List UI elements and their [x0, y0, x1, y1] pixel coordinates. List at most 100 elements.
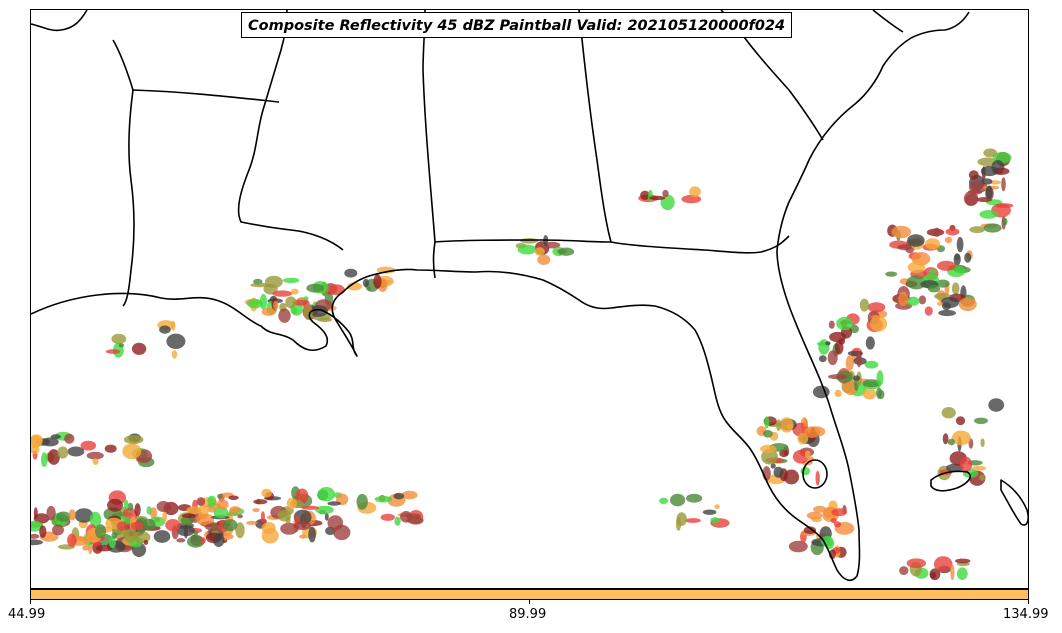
storm-cell: [761, 448, 778, 465]
storm-cell: [958, 297, 977, 312]
storm-cell: [246, 520, 258, 525]
storm-cell: [969, 226, 985, 234]
storm-cell: [186, 506, 202, 515]
storm-cell: [176, 538, 186, 543]
storm-cell: [818, 355, 827, 363]
storm-cell: [146, 506, 152, 515]
storm-cell: [828, 320, 835, 329]
storm-cell: [517, 244, 537, 255]
storm-cell: [374, 495, 393, 503]
storm-cell: [836, 316, 853, 331]
storm-cell: [122, 443, 142, 460]
storm-cell: [979, 474, 986, 481]
storm-cell: [324, 512, 329, 521]
storm-cell: [299, 534, 307, 539]
storm-cell: [907, 261, 926, 273]
storm-cell: [327, 501, 342, 506]
storm-cell: [207, 495, 217, 507]
storm-cell: [328, 284, 345, 296]
storm-cell: [537, 254, 551, 265]
colorbar-tick-mark: [1028, 600, 1029, 604]
storm-cell: [200, 537, 206, 544]
storm-cell: [171, 350, 178, 359]
storm-cell: [187, 535, 205, 548]
storm-cell: [52, 524, 64, 536]
storm-cell: [828, 374, 848, 380]
storm-cell: [918, 295, 927, 305]
storm-cell: [942, 433, 949, 445]
storm-cell: [983, 148, 998, 158]
storm-cell: [260, 511, 265, 523]
storm-cell: [193, 530, 198, 536]
storm-cell: [865, 336, 875, 350]
storm-cell: [261, 528, 279, 544]
storm-cell: [534, 247, 545, 256]
storm-cell: [80, 440, 97, 451]
storm-cell: [56, 520, 61, 525]
storm-cell: [123, 528, 138, 543]
storm-cell: [294, 521, 312, 531]
storm-cell: [927, 285, 941, 293]
storm-cell: [134, 503, 141, 517]
storm-cell: [950, 564, 955, 581]
storm-cell: [869, 316, 888, 332]
storm-cell: [344, 268, 358, 278]
map-title: Composite Reflectivity 45 dBZ Paintball …: [241, 12, 793, 38]
map-canvas: [31, 10, 1028, 582]
storm-cell: [800, 466, 811, 476]
colorbar-tick-label-min: 44.99: [8, 607, 46, 622]
storm-cell: [116, 521, 128, 531]
storm-cell: [899, 566, 909, 576]
storm-cell: [803, 526, 817, 534]
storm-cell: [827, 350, 838, 366]
storm-cell: [815, 470, 820, 486]
storm-cell: [56, 511, 71, 522]
storm-cell: [253, 499, 268, 505]
storm-cell: [804, 450, 811, 459]
storm-cell: [33, 507, 38, 519]
storm-cell: [885, 271, 898, 277]
storm-cell: [47, 449, 60, 465]
storm-cell: [216, 499, 229, 510]
storm-cell: [213, 506, 229, 519]
storm-cell: [813, 505, 827, 513]
storm-cell: [229, 506, 241, 514]
gulf-coastline: [31, 249, 861, 582]
storm-cell: [803, 419, 808, 428]
state-border-al-ga: [578, 10, 612, 243]
storm-cell: [662, 189, 669, 198]
storm-cell: [31, 435, 42, 449]
storm-cell: [68, 509, 76, 521]
storm-cell: [278, 308, 291, 323]
storm-cell: [394, 516, 401, 526]
storm-cell: [196, 497, 206, 506]
storm-cell: [131, 342, 147, 355]
storm-cell: [959, 456, 973, 472]
storm-cell: [142, 518, 156, 531]
storm-cell: [906, 296, 920, 306]
storm-cell: [356, 493, 368, 510]
storm-cell: [849, 324, 860, 334]
storm-cell: [845, 355, 854, 371]
state-border-tx-ok: [31, 10, 88, 32]
storm-cell: [924, 306, 933, 316]
storm-cell: [153, 530, 171, 543]
storm-cell: [156, 501, 171, 512]
storm-cell: [118, 343, 125, 348]
storm-cell: [938, 309, 956, 317]
storm-cell: [891, 225, 911, 239]
storm-cell: [876, 370, 884, 386]
storm-cell: [291, 288, 299, 295]
storm-cell: [681, 194, 702, 204]
storm-cell: [250, 282, 270, 288]
storm-cell: [181, 513, 196, 518]
storm-cell: [956, 236, 964, 253]
storm-cell: [981, 178, 993, 185]
storm-cell: [123, 435, 144, 445]
storm-cell: [196, 513, 215, 526]
storm-cell: [968, 170, 979, 180]
storm-cell: [286, 497, 297, 510]
storm-cell: [111, 333, 127, 344]
storm-cell: [710, 517, 720, 524]
storm-cell: [985, 185, 993, 200]
